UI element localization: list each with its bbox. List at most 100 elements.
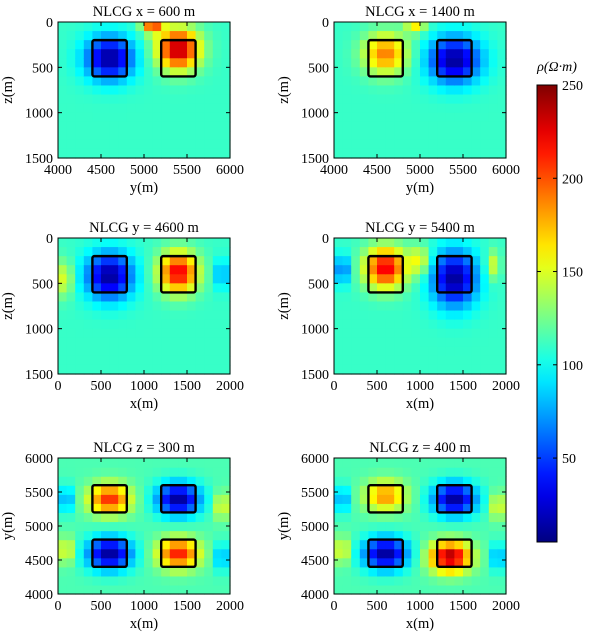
heatmap-cell [135, 139, 145, 150]
heatmap-cell [212, 539, 222, 550]
heatmap-cell [204, 301, 214, 312]
heatmap-cell [83, 112, 93, 123]
heatmap-cell [394, 76, 404, 87]
heatmap-cell [92, 103, 102, 114]
heatmap-cell [221, 112, 231, 123]
heatmap-cell [92, 292, 102, 303]
heatmap-cell [497, 103, 507, 114]
heatmap-cell [385, 503, 395, 513]
heatmap-cell [187, 319, 197, 330]
heatmap-cell [109, 247, 119, 257]
heatmap-cell [221, 337, 231, 348]
heatmap-cell [83, 292, 93, 303]
heatmap-cell [152, 584, 162, 595]
heatmap-cell [471, 310, 481, 321]
heatmap-cell [126, 346, 136, 357]
heatmap-cell [135, 310, 145, 321]
heatmap-cell [471, 503, 481, 513]
heatmap-cell [394, 94, 404, 105]
anomaly-box [159, 254, 197, 294]
panel-6: 0 500 1000 1500 200040004500500055006000NLCG… [276, 440, 520, 632]
heatmap-cell [497, 355, 507, 366]
heatmap-cell [144, 337, 154, 348]
heatmap-cell [75, 22, 85, 32]
x-tick-label: 2000 [492, 599, 520, 614]
heatmap-cell [368, 247, 378, 257]
heatmap-cell [109, 310, 119, 321]
heatmap-cell [144, 512, 154, 523]
heatmap-cell [109, 139, 119, 150]
heatmap-cell [420, 575, 430, 586]
heatmap-cell [83, 49, 93, 59]
heatmap-cell [58, 503, 68, 513]
heatmap-cell [187, 584, 197, 595]
heatmap-cell [351, 130, 361, 141]
heatmap-cell [411, 355, 421, 366]
heatmap-cell [385, 265, 395, 275]
heatmap-cell [204, 539, 214, 550]
heatmap-cell [342, 301, 352, 312]
heatmap-cell [135, 265, 145, 275]
heatmap-cell [480, 40, 490, 50]
heatmap-cell [58, 139, 68, 150]
heatmap-cell [437, 94, 447, 105]
heatmap-cell [497, 530, 507, 541]
heatmap-cell [187, 557, 197, 568]
heatmap-cell [454, 310, 464, 321]
heatmap-cell [420, 458, 430, 468]
heatmap-cell [221, 467, 231, 477]
heatmap-cell [101, 292, 111, 303]
heatmap-cell [109, 530, 119, 541]
heatmap-cell [394, 85, 404, 96]
colorbar-tick-label: 150 [562, 266, 583, 281]
heatmap-cell [428, 139, 438, 150]
heatmap-cell [169, 337, 179, 348]
heatmap-cell [437, 76, 447, 87]
heatmap-cell [342, 31, 352, 41]
heatmap-cell [144, 265, 154, 275]
heatmap-cell [135, 85, 145, 96]
heatmap-cell [497, 121, 507, 132]
heatmap-cell [463, 283, 473, 293]
heatmap-cell [126, 503, 136, 513]
x-axis-label: y(m) [406, 180, 434, 196]
x-tick-label: 5000 [130, 163, 158, 178]
heatmap-cell [445, 566, 455, 577]
heatmap-cell [152, 22, 162, 32]
heatmap-cell [497, 584, 507, 595]
heatmap-cell [420, 49, 430, 59]
heatmap-cells [334, 458, 507, 595]
heatmap-cell [178, 319, 188, 330]
heatmap-cell [144, 139, 154, 150]
heatmap-cell [368, 49, 378, 59]
heatmap-cell [221, 283, 231, 293]
heatmap-cell [402, 301, 412, 312]
heatmap-cell [445, 355, 455, 366]
heatmap-cell [178, 557, 188, 568]
heatmap-cell [377, 76, 387, 87]
heatmap-cell [480, 67, 490, 77]
heatmap-cell [497, 467, 507, 477]
heatmap-cell [75, 539, 85, 550]
heatmap-cell [488, 476, 498, 486]
anomaly-box [91, 254, 129, 294]
heatmap-cell [92, 346, 102, 357]
heatmap-cell [445, 130, 455, 141]
heatmap-cell [402, 22, 412, 32]
heatmap-cell [334, 67, 344, 77]
heatmap-cell [83, 274, 93, 284]
heatmap-cell [75, 148, 85, 159]
y-tick-label: 0 [46, 16, 53, 31]
heatmap-cell [420, 521, 430, 532]
heatmap-cell [195, 346, 205, 357]
heatmap-cell [204, 355, 214, 366]
heatmap-cell [83, 31, 93, 41]
heatmap-cell [126, 539, 136, 550]
heatmap-cell [144, 31, 154, 41]
heatmap-cell [204, 503, 214, 513]
heatmap-cell [359, 238, 369, 248]
heatmap-cell [368, 292, 378, 303]
heatmap-cell [178, 49, 188, 59]
heatmap-cell [101, 485, 111, 495]
